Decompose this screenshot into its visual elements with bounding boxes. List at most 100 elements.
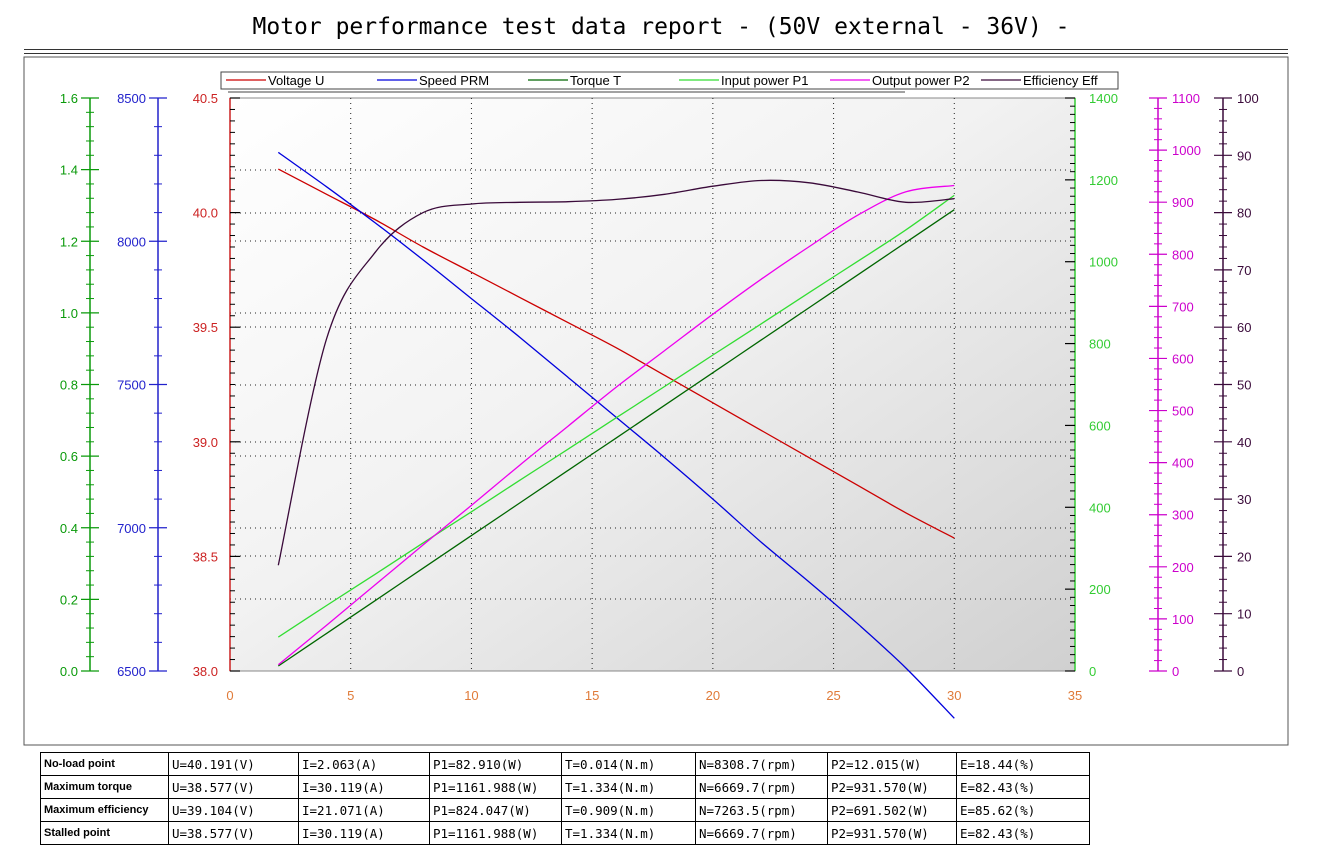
table-cell: U=40.191(V)	[168, 752, 299, 776]
tick-label-efficiency: 40	[1237, 435, 1251, 450]
table-cell: E=85.62(%)	[956, 798, 1090, 822]
series-line-speed-prm	[277, 151, 955, 719]
legend-label-torque-t: Torque T	[570, 73, 621, 88]
tick-label-input_power: 400	[1089, 500, 1111, 515]
x-tick-label: 5	[347, 688, 354, 703]
tick-label-output_power: 800	[1172, 247, 1194, 262]
tick-label-efficiency: 10	[1237, 607, 1251, 622]
tick-label-input_power: 600	[1089, 418, 1111, 433]
axis-voltage: 38.0 38.5 39.0 39.5 40.0 40.5	[193, 91, 240, 679]
tick-label-speed: 8500	[117, 91, 146, 106]
tick-label-output_power: 700	[1172, 299, 1194, 314]
tick-label-input_power: 200	[1089, 582, 1111, 597]
series-line-efficiency-eff	[277, 179, 955, 566]
axis-output_power: 0 100 200 300 400 500 600 700 800 900 1000 1100	[1149, 91, 1201, 679]
tick-label-efficiency: 70	[1237, 263, 1251, 278]
x-tick-label: 15	[585, 688, 599, 703]
tick-label-input_power: 800	[1089, 337, 1111, 352]
legend-box	[220, 71, 1119, 90]
tick-label-output_power: 900	[1172, 195, 1194, 210]
tick-label-output_power: 600	[1172, 351, 1194, 366]
tick-label-output_power: 100	[1172, 612, 1194, 627]
tick-label-speed: 7500	[117, 378, 146, 393]
axis-torque: 0.0 0.2 0.4 0.6 0.8 1.0 1.2 1.4 1.6	[60, 91, 99, 679]
tick-label-input_power: 1000	[1089, 255, 1118, 270]
legend-label-efficiency-eff: Efficiency Eff	[1023, 73, 1098, 88]
legend: Voltage U Speed PRM Torque T Input power P1…	[220, 71, 1119, 93]
report-title: Motor performance test data report - (50…	[252, 14, 1070, 40]
tick-label-voltage: 38.0	[193, 664, 218, 679]
tick-label-efficiency: 30	[1237, 492, 1251, 507]
table-cell: N=8308.7(rpm)	[695, 752, 828, 776]
table-cell: N=6669.7(rpm)	[695, 821, 828, 845]
series-line-torque-t	[277, 209, 955, 667]
legend-label-output-power-p2: Output power P2	[872, 73, 970, 88]
title-rule-bottom	[24, 53, 1288, 54]
tick-label-efficiency: 100	[1237, 91, 1259, 106]
tick-label-voltage: 39.0	[193, 435, 218, 450]
motor-performance-chart: 0.00.20.40.60.81.01.21.41.66500700075008…	[23, 56, 1289, 746]
axis-speed: 6500 7000 7500 8000 8500	[117, 91, 167, 679]
table-cell: N=6669.7(rpm)	[695, 775, 828, 799]
series-group	[277, 151, 955, 719]
tick-label-efficiency: 0	[1237, 664, 1244, 679]
grid	[230, 98, 1075, 671]
table-cell: I=21.071(A)	[298, 798, 430, 822]
tick-label-efficiency: 50	[1237, 378, 1251, 393]
table-cell: P2=691.502(W)	[827, 798, 957, 822]
tick-label-speed: 8000	[117, 234, 146, 249]
legend-label-input-power-p1: Input power P1	[721, 73, 808, 88]
legend-label-speed-prm: Speed PRM	[419, 73, 489, 88]
tick-label-speed: 7000	[117, 521, 146, 536]
table-cell: E=82.43(%)	[956, 821, 1090, 845]
series-line-input-power-p1	[277, 194, 955, 638]
tick-label-output_power: 400	[1172, 456, 1194, 471]
table-cell: E=18.44(%)	[956, 752, 1090, 776]
table-cell: T=1.334(N.m)	[561, 775, 696, 799]
row-label: Stalled point	[40, 821, 169, 845]
tick-label-output_power: 1000	[1172, 143, 1201, 158]
table-row: Maximum torque U=38.577(V) I=30.119(A) P1=1…	[40, 775, 1090, 799]
x-tick-label: 35	[1068, 688, 1082, 703]
x-tick-label: 20	[706, 688, 720, 703]
table-cell: P1=824.047(W)	[429, 798, 562, 822]
tick-label-torque: 0.6	[60, 449, 78, 464]
tick-label-output_power: 1100	[1172, 91, 1200, 106]
table-cell: P1=82.910(W)	[429, 752, 562, 776]
x-tick-label: 0	[226, 688, 233, 703]
table-row: Maximum efficiency U=39.104(V) I=21.071(A)…	[40, 798, 1090, 822]
tick-label-voltage: 40.5	[193, 91, 218, 106]
series-line-output-power-p2	[277, 184, 955, 666]
table-cell: I=30.119(A)	[298, 821, 430, 845]
x-tick-label: 30	[947, 688, 961, 703]
tick-label-voltage: 40.0	[193, 206, 218, 221]
plot-area	[229, 97, 1076, 672]
tick-label-torque: 1.4	[60, 163, 78, 178]
tick-label-efficiency: 20	[1237, 549, 1251, 564]
tick-label-output_power: 0	[1172, 664, 1179, 679]
legend-label-voltage-u: Voltage U	[268, 73, 324, 88]
tick-label-output_power: 500	[1172, 404, 1194, 419]
tick-label-output_power: 200	[1172, 560, 1194, 575]
tick-label-input_power: 1200	[1089, 173, 1118, 188]
table-cell: U=38.577(V)	[168, 775, 299, 799]
tick-label-torque: 0.4	[60, 521, 78, 536]
axes: 0.00.20.40.60.81.01.21.41.66500700075008…	[60, 91, 1259, 703]
tick-label-torque: 0.0	[60, 664, 78, 679]
tick-label-input_power: 1400	[1089, 91, 1118, 106]
row-label: Maximum torque	[40, 775, 169, 799]
x-tick-label: 25	[826, 688, 840, 703]
table-cell: T=1.334(N.m)	[561, 821, 696, 845]
table-cell: P2=931.570(W)	[827, 821, 957, 845]
tick-label-voltage: 39.5	[193, 320, 218, 335]
tick-label-torque: 1.0	[60, 306, 78, 321]
table-cell: T=0.909(N.m)	[561, 798, 696, 822]
series-line-voltage-u	[277, 168, 955, 539]
table-cell: E=82.43(%)	[956, 775, 1090, 799]
table-cell: P1=1161.988(W)	[429, 821, 562, 845]
x-tick-label: 10	[464, 688, 478, 703]
tick-label-output_power: 300	[1172, 508, 1194, 523]
table-cell: P2=12.015(W)	[827, 752, 957, 776]
table-cell: I=2.063(A)	[298, 752, 430, 776]
row-label: Maximum efficiency	[40, 798, 169, 822]
